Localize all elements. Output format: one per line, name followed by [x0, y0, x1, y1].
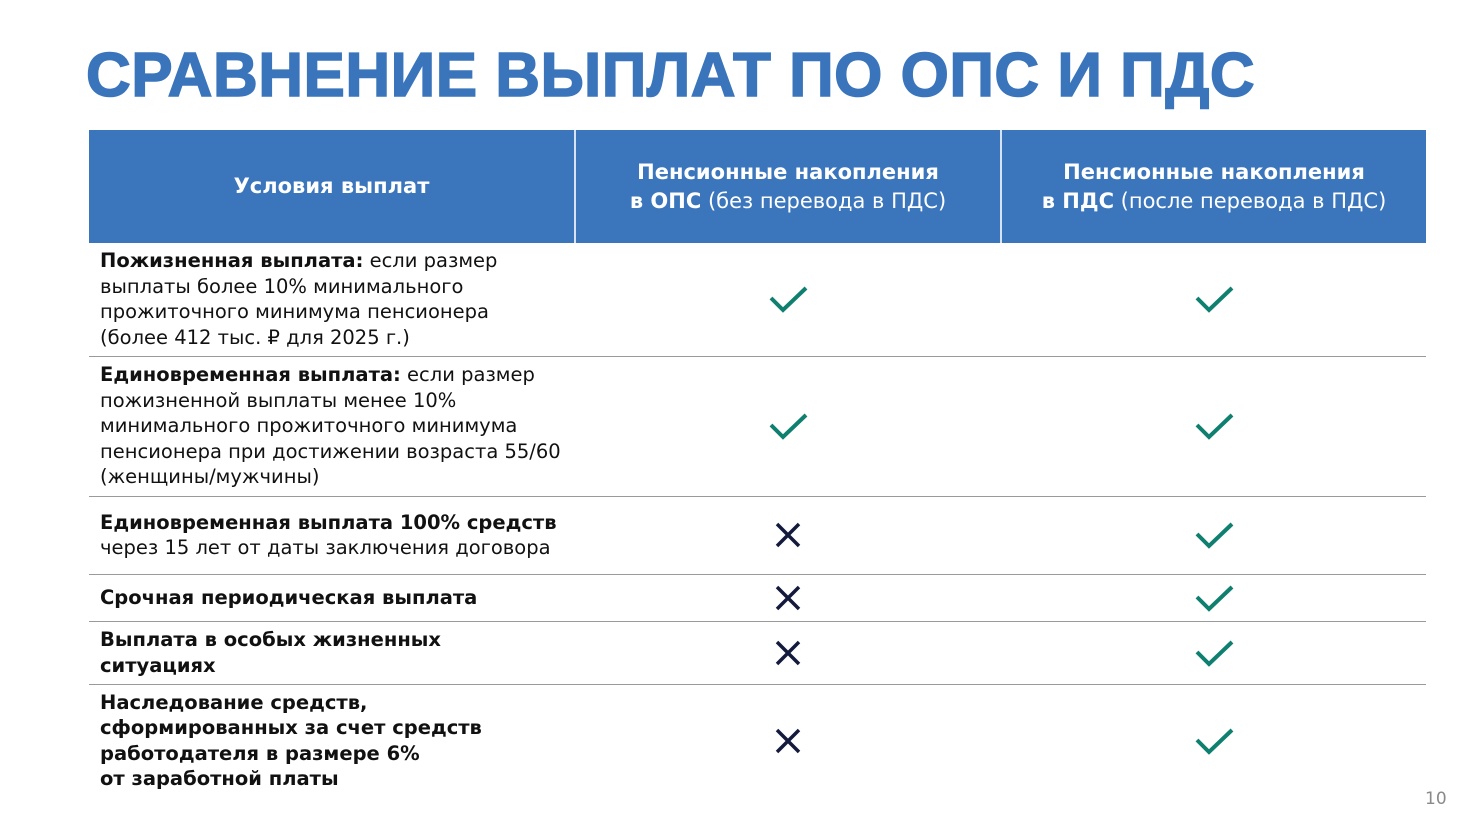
condition-bold: Срочная периодическая выплата: [100, 585, 478, 609]
condition-bold: Единовременная выплата:: [100, 363, 401, 387]
ops-cell: [575, 496, 1001, 575]
condition-text: если размер выплаты более 10% минимально…: [100, 249, 498, 349]
cross-icon: [775, 585, 801, 610]
table-row: Единовременная выплата 100% средств чере…: [89, 496, 1426, 575]
header-bold: Пенсионные накопления в ОПС: [629, 159, 939, 213]
condition-cell: Единовременная выплата 100% средств чере…: [89, 496, 575, 575]
condition-bold: Выплата в особых жизненных ситуациях: [100, 628, 442, 677]
comparison-table: Условия выплат Пенсионные накопления в О…: [89, 130, 1426, 797]
table-row: Выплата в особых жизненных ситуациях: [89, 621, 1426, 685]
condition-text: через 15 лет от даты заключения договора: [100, 536, 551, 559]
check-icon: [1195, 728, 1233, 755]
check-icon: [769, 413, 808, 440]
ops-cell: [575, 684, 1001, 797]
condition-bold: Единовременная выплата 100% средств: [100, 510, 557, 534]
header-conditions: Условия выплат: [89, 130, 575, 243]
header-normal: (после перевода в ПДС): [1113, 188, 1387, 213]
condition-cell: Пожизненная выплата: если размер выплаты…: [89, 243, 575, 357]
condition-cell: Наследование средств, сформированных за …: [89, 684, 575, 797]
pds-cell: [1001, 356, 1426, 497]
ops-cell: [575, 356, 1001, 497]
ops-cell: [575, 574, 1001, 622]
header-ops: Пенсионные накопления в ОПС (без перевод…: [574, 130, 1001, 243]
table-row: Единовременная выплата: если размер пожи…: [89, 356, 1426, 497]
cross-icon: [775, 728, 801, 753]
page-title: СРАВНЕНИЕ ВЫПЛАТ ПО ОПС И ПДС: [85, 40, 1256, 111]
header-bold: Пенсионные накопления в ПДС: [1041, 159, 1365, 213]
cross-icon: [775, 640, 801, 665]
header-normal: (без перевода в ПДС): [701, 188, 947, 213]
pds-cell: [1001, 496, 1426, 575]
condition-cell: Выплата в особых жизненных ситуациях: [89, 621, 575, 685]
condition-bold: Пожизненная выплата:: [100, 249, 364, 273]
pds-cell: [1001, 684, 1426, 797]
table-row: Наследование средств, сформированных за …: [89, 684, 1426, 797]
check-icon: [1195, 585, 1233, 612]
header-bold: Условия выплат: [233, 174, 430, 198]
cross-icon: [775, 522, 801, 548]
ops-cell: [575, 243, 1001, 357]
table-row: Срочная периодическая выплата: [89, 574, 1426, 622]
check-icon: [1195, 286, 1233, 314]
condition-text: если размер пожизненной выплаты менее 10…: [100, 363, 561, 489]
check-icon: [1195, 522, 1233, 549]
pds-cell: [1001, 621, 1426, 685]
condition-bold: Наследование средств, сформированных за …: [100, 690, 482, 791]
condition-cell: Единовременная выплата: если размер пожи…: [89, 356, 575, 497]
condition-cell: Срочная периодическая выплата: [89, 574, 575, 622]
table-header: Условия выплат Пенсионные накопления в О…: [89, 130, 1426, 243]
check-icon: [1195, 413, 1233, 440]
page-number: 10: [1425, 789, 1447, 809]
ops-cell: [575, 621, 1001, 685]
check-icon: [769, 286, 808, 314]
pds-cell: [1001, 574, 1426, 622]
check-icon: [1195, 640, 1233, 667]
header-pds: Пенсионные накопления в ПДС (после перев…: [1000, 130, 1426, 243]
pds-cell: [1001, 243, 1426, 357]
table-row: Пожизненная выплата: если размер выплаты…: [89, 243, 1426, 357]
